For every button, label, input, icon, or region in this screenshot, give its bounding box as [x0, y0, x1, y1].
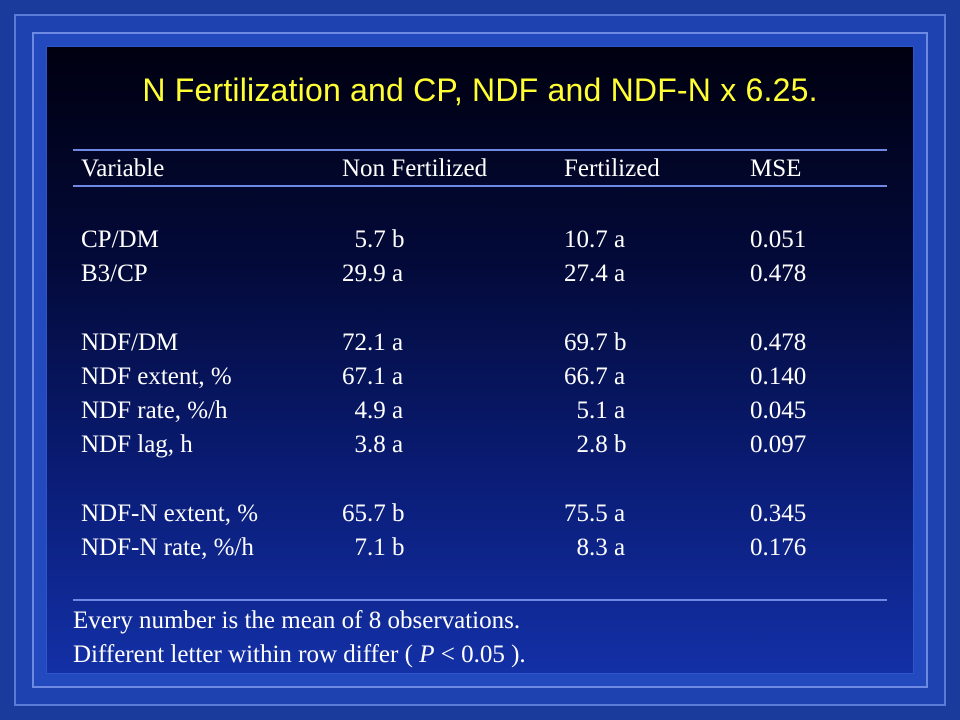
table-bottom-rule [73, 599, 887, 601]
table-header-row: Variable Non Fertilized Fertilized MSE [0, 155, 960, 187]
footnote-mean: Every number is the mean of 8 observatio… [73, 607, 521, 634]
footnote-significance-prefix: Different letter within row differ ( [73, 641, 420, 668]
table-row: NDF lag, h 3.8 a 2.8 b 0.097 [0, 431, 960, 463]
table-row: NDF extent, % 67.1 a 66.7 a 0.140 [0, 363, 960, 395]
cell-non-fertilized: 72.1 a [342, 329, 404, 356]
cell-mse: 0.097 [750, 431, 807, 458]
cell-mse: 0.478 [750, 329, 807, 356]
cell-variable: NDF/DM [81, 329, 179, 356]
cell-non-fertilized: 4.9 a [342, 397, 404, 424]
cell-variable: NDF extent, % [81, 363, 232, 390]
footnote-p-symbol: P [419, 641, 435, 668]
cell-non-fertilized: 7.1 b [342, 534, 405, 561]
table-row: B3/CP 29.9 a 27.4 a 0.478 [0, 260, 960, 292]
cell-fertilized: 8.3 a [564, 534, 626, 561]
footnote-significance: Different letter within row differ ( P <… [73, 641, 893, 669]
cell-mse: 0.345 [750, 500, 807, 527]
cell-mse: 0.176 [750, 534, 807, 561]
cell-fertilized: 10.7 a [564, 226, 626, 253]
cell-variable: NDF lag, h [81, 431, 193, 458]
table-header-rule [73, 185, 887, 187]
cell-fertilized: 75.5 a [564, 500, 626, 527]
table-top-rule [73, 149, 887, 151]
table-row: NDF rate, %/h 4.9 a 5.1 a 0.045 [0, 397, 960, 429]
cell-fertilized: 27.4 a [564, 260, 626, 287]
table-row: NDF-N rate, %/h 7.1 b 8.3 a 0.176 [0, 534, 960, 566]
cell-variable: CP/DM [81, 226, 159, 253]
cell-non-fertilized: 67.1 a [342, 363, 404, 390]
cell-variable: NDF rate, %/h [81, 397, 228, 424]
slide-title: N Fertilization and CP, NDF and NDF-N x … [142, 72, 818, 108]
cell-variable: B3/CP [81, 260, 148, 287]
cell-mse: 0.051 [750, 226, 807, 253]
table-row: CP/DM 5.7 b 10.7 a 0.051 [0, 226, 960, 258]
table-row: NDF-N extent, % 65.7 b 75.5 a 0.345 [0, 500, 960, 532]
cell-non-fertilized: 29.9 a [342, 260, 404, 287]
cell-variable: NDF-N rate, %/h [81, 534, 254, 561]
table-row: NDF/DM 72.1 a 69.7 b 0.478 [0, 329, 960, 361]
cell-variable: NDF-N extent, % [81, 500, 259, 527]
cell-non-fertilized: 3.8 a [342, 431, 404, 458]
cell-non-fertilized: 5.7 b [342, 226, 405, 253]
cell-fertilized: 5.1 a [564, 397, 626, 424]
cell-fertilized: 69.7 b [564, 329, 627, 356]
header-fertilized: Fertilized [564, 155, 660, 182]
cell-fertilized: 2.8 b [564, 431, 627, 458]
header-variable: Variable [81, 155, 165, 182]
footnote-significance-suffix: < 0.05 ). [434, 641, 526, 668]
header-mse: MSE [750, 155, 802, 182]
cell-mse: 0.478 [750, 260, 807, 287]
header-non-fertilized: Non Fertilized [342, 155, 488, 182]
cell-mse: 0.045 [750, 397, 807, 424]
cell-mse: 0.140 [750, 363, 807, 390]
cell-non-fertilized: 65.7 b [342, 500, 405, 527]
cell-fertilized: 66.7 a [564, 363, 626, 390]
